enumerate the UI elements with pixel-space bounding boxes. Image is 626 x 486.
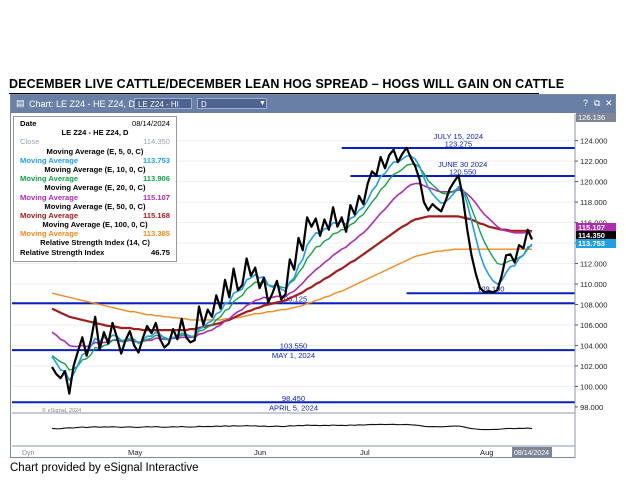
level-note-4: MAY 1, 2024	[272, 351, 315, 360]
legend-rsi-label: Relative Strength Index	[20, 247, 105, 257]
legend-close-value: 114.350	[143, 137, 170, 147]
dropdown-arrow-icon[interactable]: ▼	[259, 100, 266, 107]
rsi-line	[51, 423, 533, 431]
symbol-input[interactable]: LE Z24 - HI	[134, 98, 192, 109]
chart-axes: 126.136124.000122.000120.000118.000116.0…	[12, 113, 616, 459]
legend-ma-title-1: Moving Average (E, 10, 0, C)	[44, 164, 146, 174]
level-value-5: 98.450	[282, 394, 305, 403]
chart-legend: Date 08/14/2024 LE Z24 - HE Z24, D Close…	[13, 116, 177, 262]
y-tick-label-1: 122.000	[580, 157, 607, 166]
level-value-2: 109.100	[477, 285, 504, 294]
y-tick-label-7: 110.000	[580, 280, 607, 289]
legend-ma-title-3: Moving Average (E, 50, 0, C)	[44, 201, 146, 211]
x-tick-label-2: Jul	[360, 448, 370, 457]
top-value-tag	[576, 113, 616, 122]
legend-ma-title-4: Moving Average (E, 100, 0, C)	[42, 220, 148, 230]
y-tick-label-0: 124.000	[580, 137, 607, 146]
rsi-panel: 100.000.0046.75	[12, 412, 616, 445]
interval-select[interactable]: D	[197, 98, 267, 109]
y-tick-label-2: 120.000	[580, 178, 607, 187]
y-tick-label-6: 112.000	[580, 260, 607, 269]
price-tag-1	[576, 231, 616, 240]
y-tick-label-9: 106.000	[580, 321, 607, 330]
chart-credit: Chart provided by eSignal Interactive	[10, 462, 199, 474]
dyn-label: Dyn	[22, 450, 35, 457]
series-line-ema50	[51, 215, 533, 332]
y-tick-label-12: 100.000	[580, 382, 607, 391]
chart-titlebar: ▤ Chart: LE Z24 - HE Z24, D LE Z24 - HI …	[11, 95, 615, 113]
price-tag-label-0: 115.107	[578, 223, 605, 232]
legend-ma-value-4: 113.385	[142, 229, 170, 239]
copyright-label: © eSignal, 2024	[42, 407, 81, 414]
level-value-0: 123.275	[445, 140, 472, 149]
y-tick-label-3: 118.000	[580, 198, 607, 207]
legend-date-label: Date	[20, 119, 37, 128]
headline-underline	[9, 93, 539, 94]
y-tick-label-8: 108.000	[580, 300, 607, 309]
legend-ma-value-1: 113.906	[142, 174, 170, 184]
legend-ma-label-0: Moving Average	[20, 155, 79, 165]
top-value-label: 126.136	[578, 113, 605, 122]
x-tick-label-1: Jun	[254, 448, 266, 457]
x-tick-label-3: Aug	[480, 448, 494, 457]
legend-ma-rows: Moving Average (E, 5, 0, C) Moving Averag…	[14, 147, 176, 239]
x-tick-label-0: May	[128, 448, 143, 457]
legend-rsi-value: 46.75	[150, 247, 170, 257]
price-axis-panel	[575, 114, 616, 459]
legend-symbol: LE Z24 - HE Z24, D	[61, 128, 129, 138]
help-icon[interactable]: ?	[583, 98, 589, 108]
series-line-close	[51, 146, 534, 395]
level-note-0: JULY 15, 2024	[434, 132, 484, 141]
legend-ma-title-2: Moving Average (E, 20, 0, C)	[44, 183, 146, 193]
level-value-4: 103.550	[280, 342, 307, 351]
restore-icon[interactable]: ⧉	[594, 98, 601, 108]
current-date-tag	[512, 447, 552, 457]
series-line-ema100	[51, 248, 533, 321]
legend-close-label: Close	[20, 137, 40, 147]
legend-ma-label-3: Moving Average	[20, 210, 79, 220]
price-tag-label-2: 113.753	[578, 239, 605, 248]
legend-ma-label-1: Moving Average	[20, 174, 79, 184]
headline: DECEMBER LIVE CATTLE/DECEMBER LEAN HOG S…	[9, 77, 565, 91]
price-tag-0	[576, 223, 616, 232]
level-value-3: 108.125	[280, 295, 307, 304]
legend-ma-title-0: Moving Average (E, 5, 0, C)	[46, 146, 144, 156]
price-tag-label-1: 114.350	[578, 231, 605, 240]
level-value-1: 120.550	[449, 167, 476, 176]
price-series	[51, 146, 534, 395]
legend-ma-label-2: Moving Average	[20, 192, 79, 202]
chart-icon[interactable]: ▤	[16, 98, 25, 108]
y-tick-label-13: 98.000	[580, 403, 603, 412]
y-tick-label-11: 102.000	[580, 362, 607, 371]
level-note-1: JUNE 30 2024	[438, 160, 487, 169]
legend-ma-label-4: Moving Average	[20, 229, 79, 239]
chart-window-title: Chart: LE Z24 - HE Z24, D	[29, 99, 136, 109]
legend-ma-value-3: 115.168	[142, 210, 170, 220]
current-date-label: 08/14/2024	[514, 450, 549, 457]
level-note-5: APRIL 5, 2024	[269, 403, 318, 412]
y-tick-label-10: 104.000	[580, 341, 607, 350]
price-tag-2	[576, 239, 616, 248]
legend-ma-value-2: 115.107	[142, 192, 170, 202]
close-icon[interactable]: ✕	[605, 98, 613, 108]
legend-ma-value-0: 113.753	[142, 155, 170, 165]
legend-date-value: 08/14/2024	[131, 119, 170, 128]
legend-rsi-title: Relative Strength Index (14, C)	[40, 238, 150, 248]
